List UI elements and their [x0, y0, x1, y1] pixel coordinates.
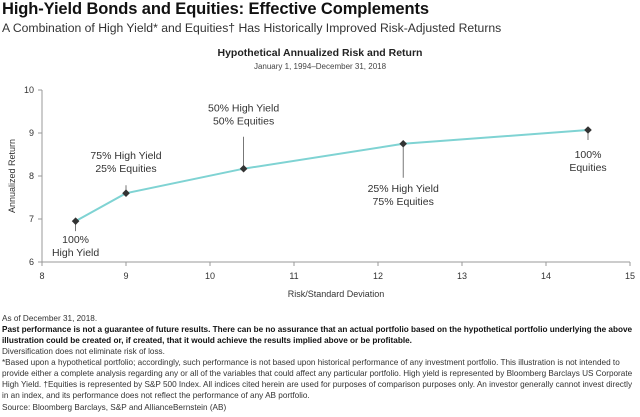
x-tick-label: 13: [457, 271, 467, 281]
footnote-past-performance: Past performance is not a guarantee of f…: [2, 325, 633, 345]
risk-return-chart: Hypothetical Annualized Risk and Return …: [7, 47, 635, 299]
data-point-label: 75% Equities: [373, 196, 434, 208]
x-tick-label: 9: [123, 271, 128, 281]
page-title: High-Yield Bonds and Equities: Effective…: [2, 0, 429, 18]
y-tick-label: 7: [29, 214, 34, 224]
footnote-source: Source: Bloomberg Barclays, S&P and Alli…: [2, 403, 227, 412]
y-tick-label: 8: [29, 171, 34, 181]
page-subtitle: A Combination of High Yield* and Equitie…: [2, 21, 502, 35]
footnote-disclaimer: *Based upon a hypothetical portfolio; ac…: [2, 358, 633, 400]
x-axis-label: Risk/Standard Deviation: [288, 289, 385, 299]
data-point-marker: [399, 139, 407, 148]
data-point-label: 75% High Yield: [90, 150, 161, 162]
chart-axes: 8 9 10 11 12 13 14 15 6 7 8 9 10: [24, 85, 635, 281]
x-tick-label: 8: [39, 271, 44, 281]
data-point-label: 25% High Yield: [368, 183, 439, 195]
x-tick-label: 15: [625, 271, 635, 281]
x-tick-label: 12: [373, 271, 383, 281]
data-point-marker: [122, 189, 130, 197]
x-tick-label: 10: [205, 271, 215, 281]
data-point-label: 50% Equities: [213, 116, 274, 128]
data-point-marker: [71, 217, 80, 225]
y-tick-label: 10: [24, 85, 34, 95]
y-axis-label: Annualized Return: [7, 139, 17, 213]
x-tick-label: 11: [289, 271, 298, 281]
chart-title: Hypothetical Annualized Risk and Return: [218, 47, 423, 59]
x-tick-label: 14: [541, 271, 551, 281]
data-point-label: 25% Equities: [95, 163, 156, 175]
y-tick-label: 9: [29, 128, 34, 138]
data-point-label: 100%: [575, 149, 602, 161]
chart-subtitle: January 1, 1994–December 31, 2018: [254, 62, 387, 71]
data-point-label: High Yield: [52, 247, 99, 259]
y-tick-label: 6: [29, 257, 34, 267]
footnote-as-of: As of December 31, 2018.: [2, 314, 98, 323]
data-point-marker: [239, 164, 248, 173]
data-point-label: 50% High Yield: [208, 103, 279, 115]
series-line: [75, 129, 589, 222]
footnote-diversification: Diversification does not eliminate risk …: [2, 347, 165, 356]
data-point-label: Equities: [569, 162, 606, 174]
data-point-marker: [584, 126, 592, 134]
data-point-label: 100%: [62, 234, 89, 246]
